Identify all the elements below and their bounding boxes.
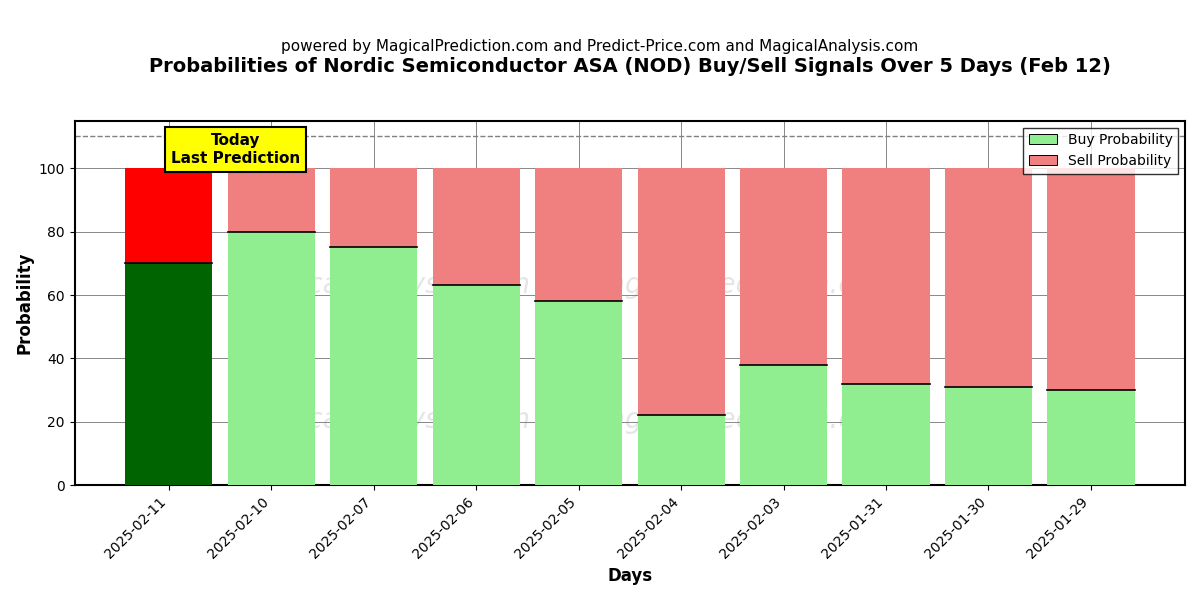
Bar [125, 263, 212, 485]
Bar [944, 387, 1032, 485]
Bar [330, 168, 418, 247]
Bar [1048, 390, 1134, 485]
Legend: Buy Probability, Sell Probability: Buy Probability, Sell Probability [1024, 128, 1178, 173]
Text: Today
Last Prediction: Today Last Prediction [170, 133, 300, 166]
Bar [944, 168, 1032, 387]
Bar [125, 168, 212, 263]
Bar [432, 168, 520, 286]
Bar [432, 286, 520, 485]
Bar [228, 168, 314, 232]
Text: MagicalAnalysis.com: MagicalAnalysis.com [241, 406, 530, 434]
Text: powered by MagicalPrediction.com and Predict-Price.com and MagicalAnalysis.com: powered by MagicalPrediction.com and Pre… [281, 39, 919, 54]
Text: MagicalAnalysis.com: MagicalAnalysis.com [241, 271, 530, 299]
Title: Probabilities of Nordic Semiconductor ASA (NOD) Buy/Sell Signals Over 5 Days (Fe: Probabilities of Nordic Semiconductor AS… [149, 57, 1111, 76]
Bar [330, 247, 418, 485]
X-axis label: Days: Days [607, 567, 653, 585]
Bar [842, 168, 930, 384]
Text: MagicalPrediction.com: MagicalPrediction.com [584, 406, 898, 434]
Bar [740, 365, 827, 485]
Bar [535, 301, 622, 485]
Bar [228, 232, 314, 485]
Text: MagicalPrediction.com: MagicalPrediction.com [584, 271, 898, 299]
Y-axis label: Probability: Probability [16, 251, 34, 354]
Bar [637, 415, 725, 485]
Bar [637, 168, 725, 415]
Bar [842, 384, 930, 485]
Bar [1048, 168, 1134, 390]
Bar [740, 168, 827, 365]
Bar [535, 168, 622, 301]
